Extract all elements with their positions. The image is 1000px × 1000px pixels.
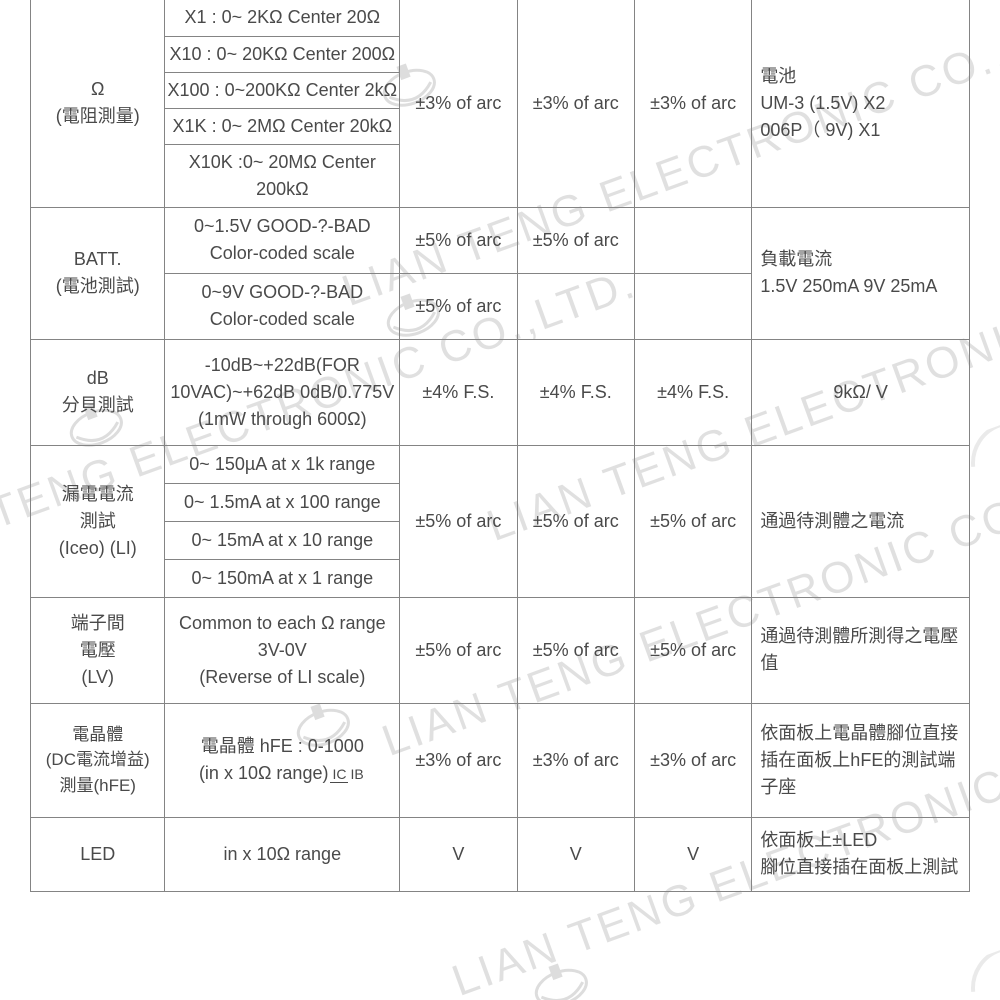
cell-batt-range-1: 0~9V GOOD-?-BAD Color-coded scale	[165, 273, 400, 339]
cell-lv-acc1: ±5% of arc	[400, 597, 517, 703]
cell-ohm-range-3: X1K : 0~ 2MΩ Center 20kΩ	[165, 108, 400, 144]
db-r1: -10dB~+22dB(FOR 10VAC)~+62dB 0dB/0.775V	[170, 355, 394, 402]
cell-db-note: 9kΩ/ V	[752, 339, 970, 445]
cell-ohm-note: 電池 UM-3 (1.5V) X2 006P（ 9V) X1	[752, 0, 970, 207]
ohm-label-2: (電阻測量)	[56, 106, 140, 126]
led-note-2: 腳位直接插在面板上測試	[760, 857, 958, 877]
db-label-2: 分貝測試	[62, 395, 134, 415]
cell-batt-acc2b	[517, 273, 634, 339]
cell-led-label: LED	[31, 817, 165, 891]
cell-batt-acc2a: ±5% of arc	[517, 207, 634, 273]
led-note-1: 依面板上±LED	[760, 830, 877, 850]
cell-lv-range: Common to each Ω range 3V-0V (Reverse of…	[165, 597, 400, 703]
lv-label-1: 端子間	[71, 613, 125, 633]
hfe-label-2: (DC電流增益)	[46, 750, 150, 769]
cell-lv-note: 通過待測體所測得之電壓值	[752, 597, 970, 703]
cell-db-range: -10dB~+22dB(FOR 10VAC)~+62dB 0dB/0.775V …	[165, 339, 400, 445]
cell-led-acc1: V	[400, 817, 517, 891]
batt-label-2: (電池測試)	[56, 276, 140, 296]
watermark-logo-icon	[524, 951, 597, 1000]
batt-r2a: 0~9V GOOD-?-BAD	[202, 282, 364, 302]
spec-table: Ω (電阻測量) X1 : 0~ 2KΩ Center 20Ω ±3% of a…	[30, 0, 970, 892]
hfe-r2-pre: (in x 10Ω range)	[199, 763, 329, 783]
ohm-label-1: Ω	[91, 79, 104, 99]
cell-led-acc3: V	[634, 817, 751, 891]
cell-ohm-acc2: ±3% of arc	[517, 0, 634, 207]
batt-r1a: 0~1.5V GOOD-?-BAD	[194, 216, 371, 236]
db-label-1: dB	[87, 368, 109, 388]
cell-led-range: in x 10Ω range	[165, 817, 400, 891]
batt-note-2: 1.5V 250mA 9V 25mA	[760, 276, 937, 296]
cell-lv-acc2: ±5% of arc	[517, 597, 634, 703]
iceo-label-2: 測試	[80, 511, 116, 531]
cell-ohm-label: Ω (電阻測量)	[31, 0, 165, 207]
cell-iceo-acc1: ±5% of arc	[400, 445, 517, 597]
cell-db-acc3: ±4% F.S.	[634, 339, 751, 445]
lv-r3: (Reverse of LI scale)	[199, 667, 365, 687]
ohm-note-2: UM-3 (1.5V) X2	[760, 93, 885, 113]
cell-iceo-note: 通過待測體之電流	[752, 445, 970, 597]
cell-batt-acc3a	[634, 207, 751, 273]
cell-batt-acc1b: ±5% of arc	[400, 273, 517, 339]
cell-lv-label: 端子間 電壓 (LV)	[31, 597, 165, 703]
hfe-frac-num: IC	[330, 766, 348, 783]
cell-hfe-note: 依面板上電晶體腳位直接插在面板上hFE的測試端子座	[752, 703, 970, 817]
batt-r2b: Color-coded scale	[210, 309, 355, 329]
hfe-r1: 電晶體 hFE : 0-1000	[201, 736, 364, 756]
cell-ohm-range-2: X100 : 0~200KΩ Center 2kΩ	[165, 72, 400, 108]
cell-batt-range-0: 0~1.5V GOOD-?-BAD Color-coded scale	[165, 207, 400, 273]
hfe-fraction: ICIB	[330, 767, 365, 782]
hfe-label-1: 電晶體	[72, 725, 123, 744]
cell-iceo-range-3: 0~ 150mA at x 1 range	[165, 559, 400, 597]
cell-batt-acc3b	[634, 273, 751, 339]
ohm-note-3: 006P（ 9V) X1	[760, 120, 880, 140]
cell-iceo-range-1: 0~ 1.5mA at x 100 range	[165, 483, 400, 521]
hfe-label-3: 測量(hFE)	[59, 776, 136, 795]
cell-hfe-label: 電晶體 (DC電流增益) 測量(hFE)	[31, 703, 165, 817]
cell-db-acc2: ±4% F.S.	[517, 339, 634, 445]
cell-led-acc2: V	[517, 817, 634, 891]
lv-label-2: 電壓	[80, 640, 116, 660]
edge-arc-icon	[961, 949, 1000, 1000]
lv-label-3: (LV)	[81, 667, 114, 687]
cell-hfe-range: 電晶體 hFE : 0-1000 (in x 10Ω range)ICIB	[165, 703, 400, 817]
lv-r1: Common to each Ω range	[179, 613, 386, 633]
lv-r2: 3V-0V	[258, 640, 307, 660]
batt-label-1: BATT.	[74, 249, 122, 269]
cell-ohm-range-0: X1 : 0~ 2KΩ Center 20Ω	[165, 0, 400, 36]
hfe-frac-den: IB	[348, 766, 365, 782]
cell-batt-note: 負載電流 1.5V 250mA 9V 25mA	[752, 207, 970, 339]
cell-iceo-range-0: 0~ 150µA at x 1k range	[165, 445, 400, 483]
cell-hfe-acc1: ±3% of arc	[400, 703, 517, 817]
cell-iceo-acc2: ±5% of arc	[517, 445, 634, 597]
cell-ohm-range-4: X10K :0~ 20MΩ Center 200kΩ	[165, 144, 400, 207]
cell-iceo-range-2: 0~ 15mA at x 10 range	[165, 521, 400, 559]
cell-ohm-acc3: ±3% of arc	[634, 0, 751, 207]
batt-note-1: 負載電流	[760, 249, 832, 269]
batt-r1b: Color-coded scale	[210, 243, 355, 263]
cell-iceo-acc3: ±5% of arc	[634, 445, 751, 597]
cell-db-label: dB 分貝測試	[31, 339, 165, 445]
cell-hfe-acc2: ±3% of arc	[517, 703, 634, 817]
cell-ohm-range-1: X10 : 0~ 20KΩ Center 200Ω	[165, 36, 400, 72]
cell-iceo-label: 漏電電流 測試 (Iceo) (LI)	[31, 445, 165, 597]
cell-lv-acc3: ±5% of arc	[634, 597, 751, 703]
iceo-label-3: (Iceo) (LI)	[59, 538, 137, 558]
cell-batt-acc1a: ±5% of arc	[400, 207, 517, 273]
cell-hfe-acc3: ±3% of arc	[634, 703, 751, 817]
ohm-note-1: 電池	[760, 66, 796, 86]
cell-ohm-acc1: ±3% of arc	[400, 0, 517, 207]
cell-db-acc1: ±4% F.S.	[400, 339, 517, 445]
iceo-label-1: 漏電電流	[62, 484, 134, 504]
cell-led-note: 依面板上±LED 腳位直接插在面板上測試	[752, 817, 970, 891]
cell-batt-label: BATT. (電池測試)	[31, 207, 165, 339]
db-r2: (1mW through 600Ω)	[198, 409, 367, 429]
